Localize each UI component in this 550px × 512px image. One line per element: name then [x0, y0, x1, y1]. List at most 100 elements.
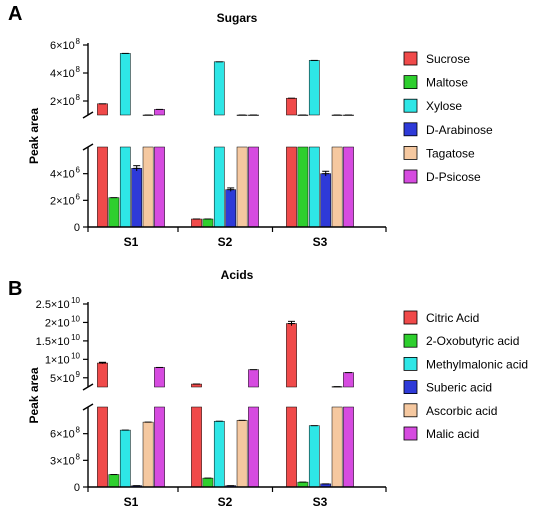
- tick-label-exponent: 8: [76, 452, 81, 461]
- legend-label: Malic acid: [426, 427, 479, 441]
- y-axis-label: Peak area: [27, 108, 41, 164]
- tick-label-mantissa: 6×10: [50, 429, 75, 441]
- x-tick-label: S3: [313, 235, 328, 249]
- bar-S3-Malic acid-lower: [343, 406, 354, 488]
- tick-label-exponent: 6: [76, 192, 81, 201]
- legend-swatch: [403, 403, 418, 418]
- legend-swatch: [403, 310, 418, 325]
- bar-S1-Sucrose-upper: [97, 103, 108, 116]
- x-tick-label: S1: [124, 495, 139, 509]
- tick-label-mantissa: 1.5×10: [36, 336, 70, 348]
- tick-label: 64×10: [50, 166, 81, 181]
- bar-S1-Malic acid-lower: [154, 406, 165, 488]
- tick-label-text: 0: [74, 222, 80, 234]
- y-axis-label: Peak area: [27, 367, 41, 423]
- legend-label: 2-Oxobutyric acid: [426, 334, 519, 348]
- bar-S2-D-Arabinose: [225, 189, 237, 228]
- bar-S2-Malic acid-upper: [248, 369, 259, 388]
- legend-label: D-Arabinose: [426, 123, 493, 137]
- bar-S2-Xylose-upper: [213, 61, 225, 116]
- bar-S3-Tagatose-lower: [331, 146, 343, 228]
- legend-swatch: [403, 75, 418, 89]
- tick-label: 83×10: [50, 452, 81, 467]
- bar-S3-Maltose-lower: [297, 146, 309, 228]
- tick-label-mantissa: 2.5×10: [36, 299, 70, 311]
- tick-label-exponent: 8: [76, 426, 81, 435]
- legend-swatch: [403, 145, 418, 160]
- bar-S2-D-Psicose-lower: [248, 146, 259, 228]
- legend-label: Citric Acid: [426, 311, 479, 325]
- tick-label-mantissa: 5×10: [50, 373, 75, 385]
- bar-S1-Citric Acid-lower: [97, 406, 108, 488]
- chart-title: Sugars: [217, 11, 258, 25]
- bar-S1-D-Psicose-lower: [154, 146, 165, 228]
- legend-swatch: [403, 122, 418, 137]
- bar-S3-D-Arabinose: [320, 173, 332, 228]
- bar-S1-Tagatose-lower: [142, 146, 154, 228]
- tick-label: 86×10: [50, 37, 81, 52]
- tick-label: 101.5×10: [36, 333, 81, 348]
- panel-label: A: [8, 3, 22, 25]
- bar-S2-Xylose-lower: [213, 146, 225, 228]
- bar-S1-Malic acid-upper: [154, 367, 165, 388]
- tick-label: 101×10: [45, 351, 81, 366]
- tick-label-mantissa: 4×10: [50, 68, 75, 80]
- legend-label: Suberic acid: [426, 381, 492, 395]
- tick-label-mantissa: 6×10: [50, 40, 75, 52]
- bar-S2-Tagatose-lower: [236, 146, 248, 228]
- bar-S2-2-Oxobutyric acid: [202, 477, 214, 488]
- tick-label: 84×10: [50, 65, 81, 80]
- bar-S3-Citric Acid-lower: [286, 406, 297, 488]
- bar-S1-D-Psicose-upper: [154, 109, 165, 116]
- bar-S3-Sucrose-lower: [286, 146, 297, 228]
- tick-label-exponent: 8: [76, 37, 81, 46]
- legend-swatch: [403, 333, 418, 348]
- bar-S3-D-Psicose-lower: [343, 146, 354, 228]
- panel-label: B: [8, 278, 22, 300]
- tick-label-exponent: 9: [76, 370, 81, 379]
- tick-label: 62×10: [50, 192, 81, 207]
- tick-label-mantissa: 2×10: [50, 96, 75, 108]
- bar-S1-Ascorbic acid: [142, 421, 154, 488]
- legend-label: Ascorbic acid: [426, 404, 497, 418]
- tick-label-mantissa: 4×10: [50, 169, 75, 181]
- x-tick-label: S2: [218, 495, 233, 509]
- legend-label: Methylmalonic acid: [426, 357, 528, 371]
- axis-break-gap: [82, 116, 390, 146]
- legend-swatch: [403, 169, 418, 184]
- tick-label: 82×10: [50, 93, 81, 108]
- axis-break-mark: [82, 403, 94, 411]
- tick-label-exponent: 8: [76, 65, 81, 74]
- legend-swatch: [403, 356, 418, 371]
- legend-swatch: [403, 426, 418, 441]
- bar-S2-Sucrose: [191, 218, 202, 228]
- bar-S3-Methylmalonic acid: [308, 425, 320, 488]
- bar-S1-Methylmalonic acid: [119, 429, 131, 488]
- axis-break-mark: [82, 383, 94, 391]
- bar-S2-Ascorbic acid: [236, 420, 248, 488]
- bar-S3-Malic acid-upper: [343, 372, 354, 388]
- tick-label: 102×10: [45, 314, 81, 329]
- bar-S1-2-Oxobutyric acid: [108, 474, 120, 488]
- legend-label: Maltose: [426, 76, 468, 90]
- tick-label-exponent: 10: [71, 296, 80, 305]
- bar-S3-2-Oxobutyric acid: [297, 481, 309, 488]
- axis-break-mark: [82, 143, 94, 151]
- bar-S2-Citric Acid-lower: [191, 406, 202, 488]
- bar-S3-Xylose-upper: [308, 60, 320, 116]
- tick-label: 0: [74, 222, 80, 234]
- bar-S2-Methylmalonic acid: [213, 420, 225, 488]
- legend-label: Xylose: [426, 99, 462, 113]
- bar-S1-Citric Acid-upper: [97, 362, 108, 388]
- x-tick-label: S1: [124, 235, 139, 249]
- chart-title: Acids: [221, 268, 254, 282]
- legend-swatch: [403, 51, 418, 66]
- tick-label: 86×10: [50, 426, 81, 441]
- tick-label: 0: [74, 482, 80, 494]
- x-tick-label: S2: [218, 235, 233, 249]
- bar-S3-Xylose-lower: [308, 146, 320, 228]
- axis-break-gap: [82, 388, 390, 406]
- bar-S1-Xylose-upper: [119, 53, 131, 116]
